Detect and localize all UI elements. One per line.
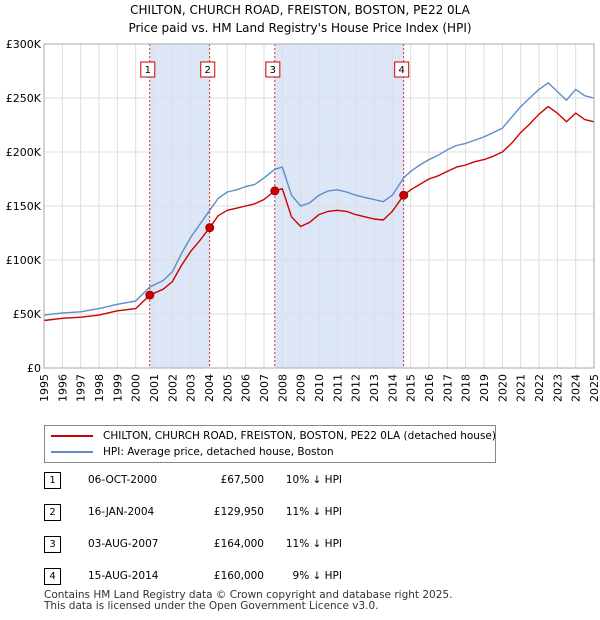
x-tick-label: 2020 <box>496 374 509 402</box>
x-tick-label: 2004 <box>203 374 216 402</box>
x-tick-label: 2015 <box>405 374 418 402</box>
x-tick-label: 2006 <box>240 374 253 402</box>
legend-swatch-hpi <box>51 451 93 453</box>
y-tick-label: £50K <box>13 308 42 321</box>
sale-label: 2 <box>205 65 211 76</box>
sale-point <box>145 290 155 300</box>
y-tick-label: £100K <box>6 254 42 267</box>
table-row: 3 03-AUG-2007 £164,000 11% ↓ HPI <box>44 536 464 556</box>
sale-number: 4 <box>44 568 61 585</box>
sale-label-box <box>394 61 410 78</box>
sale-label: 3 <box>270 65 276 76</box>
x-tick-label: 2017 <box>441 374 454 402</box>
y-tick-label: £0 <box>27 362 41 375</box>
x-tick-label: 2019 <box>478 374 491 402</box>
legend-label-property: CHILTON, CHURCH ROAD, FREISTON, BOSTON, … <box>103 430 496 442</box>
x-tick-label: 2000 <box>130 374 143 402</box>
footer-line-2: This data is licensed under the Open Gov… <box>44 600 379 612</box>
table-row: 4 15-AUG-2014 £160,000 9% ↓ HPI <box>44 568 464 588</box>
x-tick-label: 2025 <box>588 374 600 402</box>
series-line-hpi <box>43 82 595 316</box>
sale-price: £164,000 <box>213 538 264 550</box>
x-tick-label: 2009 <box>295 374 308 402</box>
x-tick-label: 2001 <box>148 374 161 402</box>
x-tick-label: 2018 <box>460 374 473 402</box>
legend-item-property: CHILTON, CHURCH ROAD, FREISTON, BOSTON, … <box>51 428 496 444</box>
sale-point <box>205 223 215 233</box>
sale-label-box <box>140 61 156 78</box>
plot-frame <box>43 43 595 369</box>
legend-item-hpi: HPI: Average price, detached house, Bost… <box>51 444 334 460</box>
x-tick-label: 2003 <box>185 374 198 402</box>
sale-price: £129,950 <box>213 506 264 518</box>
chart-title: CHILTON, CHURCH ROAD, FREISTON, BOSTON, … <box>130 3 470 17</box>
y-tick-label: £150K <box>6 200 42 213</box>
sale-hpi-diff: 10% ↓ HPI <box>285 474 342 486</box>
x-tick-label: 2010 <box>313 374 326 402</box>
x-tick-label: 2023 <box>551 374 564 402</box>
sale-label: 4 <box>399 65 405 76</box>
x-tick-label: 2022 <box>533 374 546 402</box>
sale-point <box>399 190 409 200</box>
y-tick-label: £200K <box>6 146 42 159</box>
x-tick-label: 1996 <box>56 374 69 402</box>
legend-label-hpi: HPI: Average price, detached house, Bost… <box>103 446 334 458</box>
table-row: 2 16-JAN-2004 £129,950 11% ↓ HPI <box>44 504 464 524</box>
footer-attribution: Contains HM Land Registry data © Crown c… <box>44 590 452 612</box>
sale-date: 03-AUG-2007 <box>88 538 159 550</box>
sale-hpi-diff: 11% ↓ HPI <box>285 538 342 550</box>
sale-number: 1 <box>44 472 61 489</box>
sale-label: 1 <box>145 65 151 76</box>
sale-number: 3 <box>44 536 61 553</box>
y-tick-label: £300K <box>6 38 42 51</box>
x-tick-label: 2005 <box>221 374 234 402</box>
table-row: 1 06-OCT-2000 £67,500 10% ↓ HPI <box>44 472 464 492</box>
x-tick-label: 2002 <box>166 374 179 402</box>
x-tick-label: 1998 <box>93 374 106 402</box>
x-tick-label: 2014 <box>386 374 399 402</box>
sale-date: 16-JAN-2004 <box>88 506 155 518</box>
sale-label-box <box>265 61 281 78</box>
legend-swatch-property <box>51 435 93 437</box>
x-tick-label: 1995 <box>38 374 51 402</box>
x-tick-label: 1997 <box>75 374 88 402</box>
sale-date: 15-AUG-2014 <box>88 570 159 582</box>
sale-price: £160,000 <box>213 570 264 582</box>
footer-line-1: Contains HM Land Registry data © Crown c… <box>44 589 453 601</box>
series-line-property <box>43 105 595 322</box>
x-tick-label: 2008 <box>276 374 289 402</box>
sale-price: £67,500 <box>220 474 264 486</box>
y-tick-label: £250K <box>6 92 42 105</box>
sale-hpi-diff: 9% ↓ HPI <box>292 570 342 582</box>
x-tick-label: 1999 <box>111 374 124 402</box>
sale-date: 06-OCT-2000 <box>88 474 157 486</box>
price-chart: CHILTON, CHURCH ROAD, FREISTON, BOSTON, … <box>6 3 600 402</box>
chart-legend: CHILTON, CHURCH ROAD, FREISTON, BOSTON, … <box>44 425 496 463</box>
sale-point <box>270 186 280 196</box>
chart-subtitle: Price paid vs. HM Land Registry's House … <box>128 21 471 35</box>
x-tick-label: 2021 <box>515 374 528 402</box>
sale-hpi-diff: 11% ↓ HPI <box>285 506 342 518</box>
sale-label-box <box>200 61 216 78</box>
x-tick-label: 2016 <box>423 374 436 402</box>
x-tick-label: 2012 <box>350 374 363 402</box>
x-tick-label: 2007 <box>258 374 271 402</box>
x-tick-label: 2013 <box>368 374 381 402</box>
sale-number: 2 <box>44 504 61 521</box>
x-tick-label: 2024 <box>570 374 583 402</box>
x-tick-label: 2011 <box>331 374 344 402</box>
